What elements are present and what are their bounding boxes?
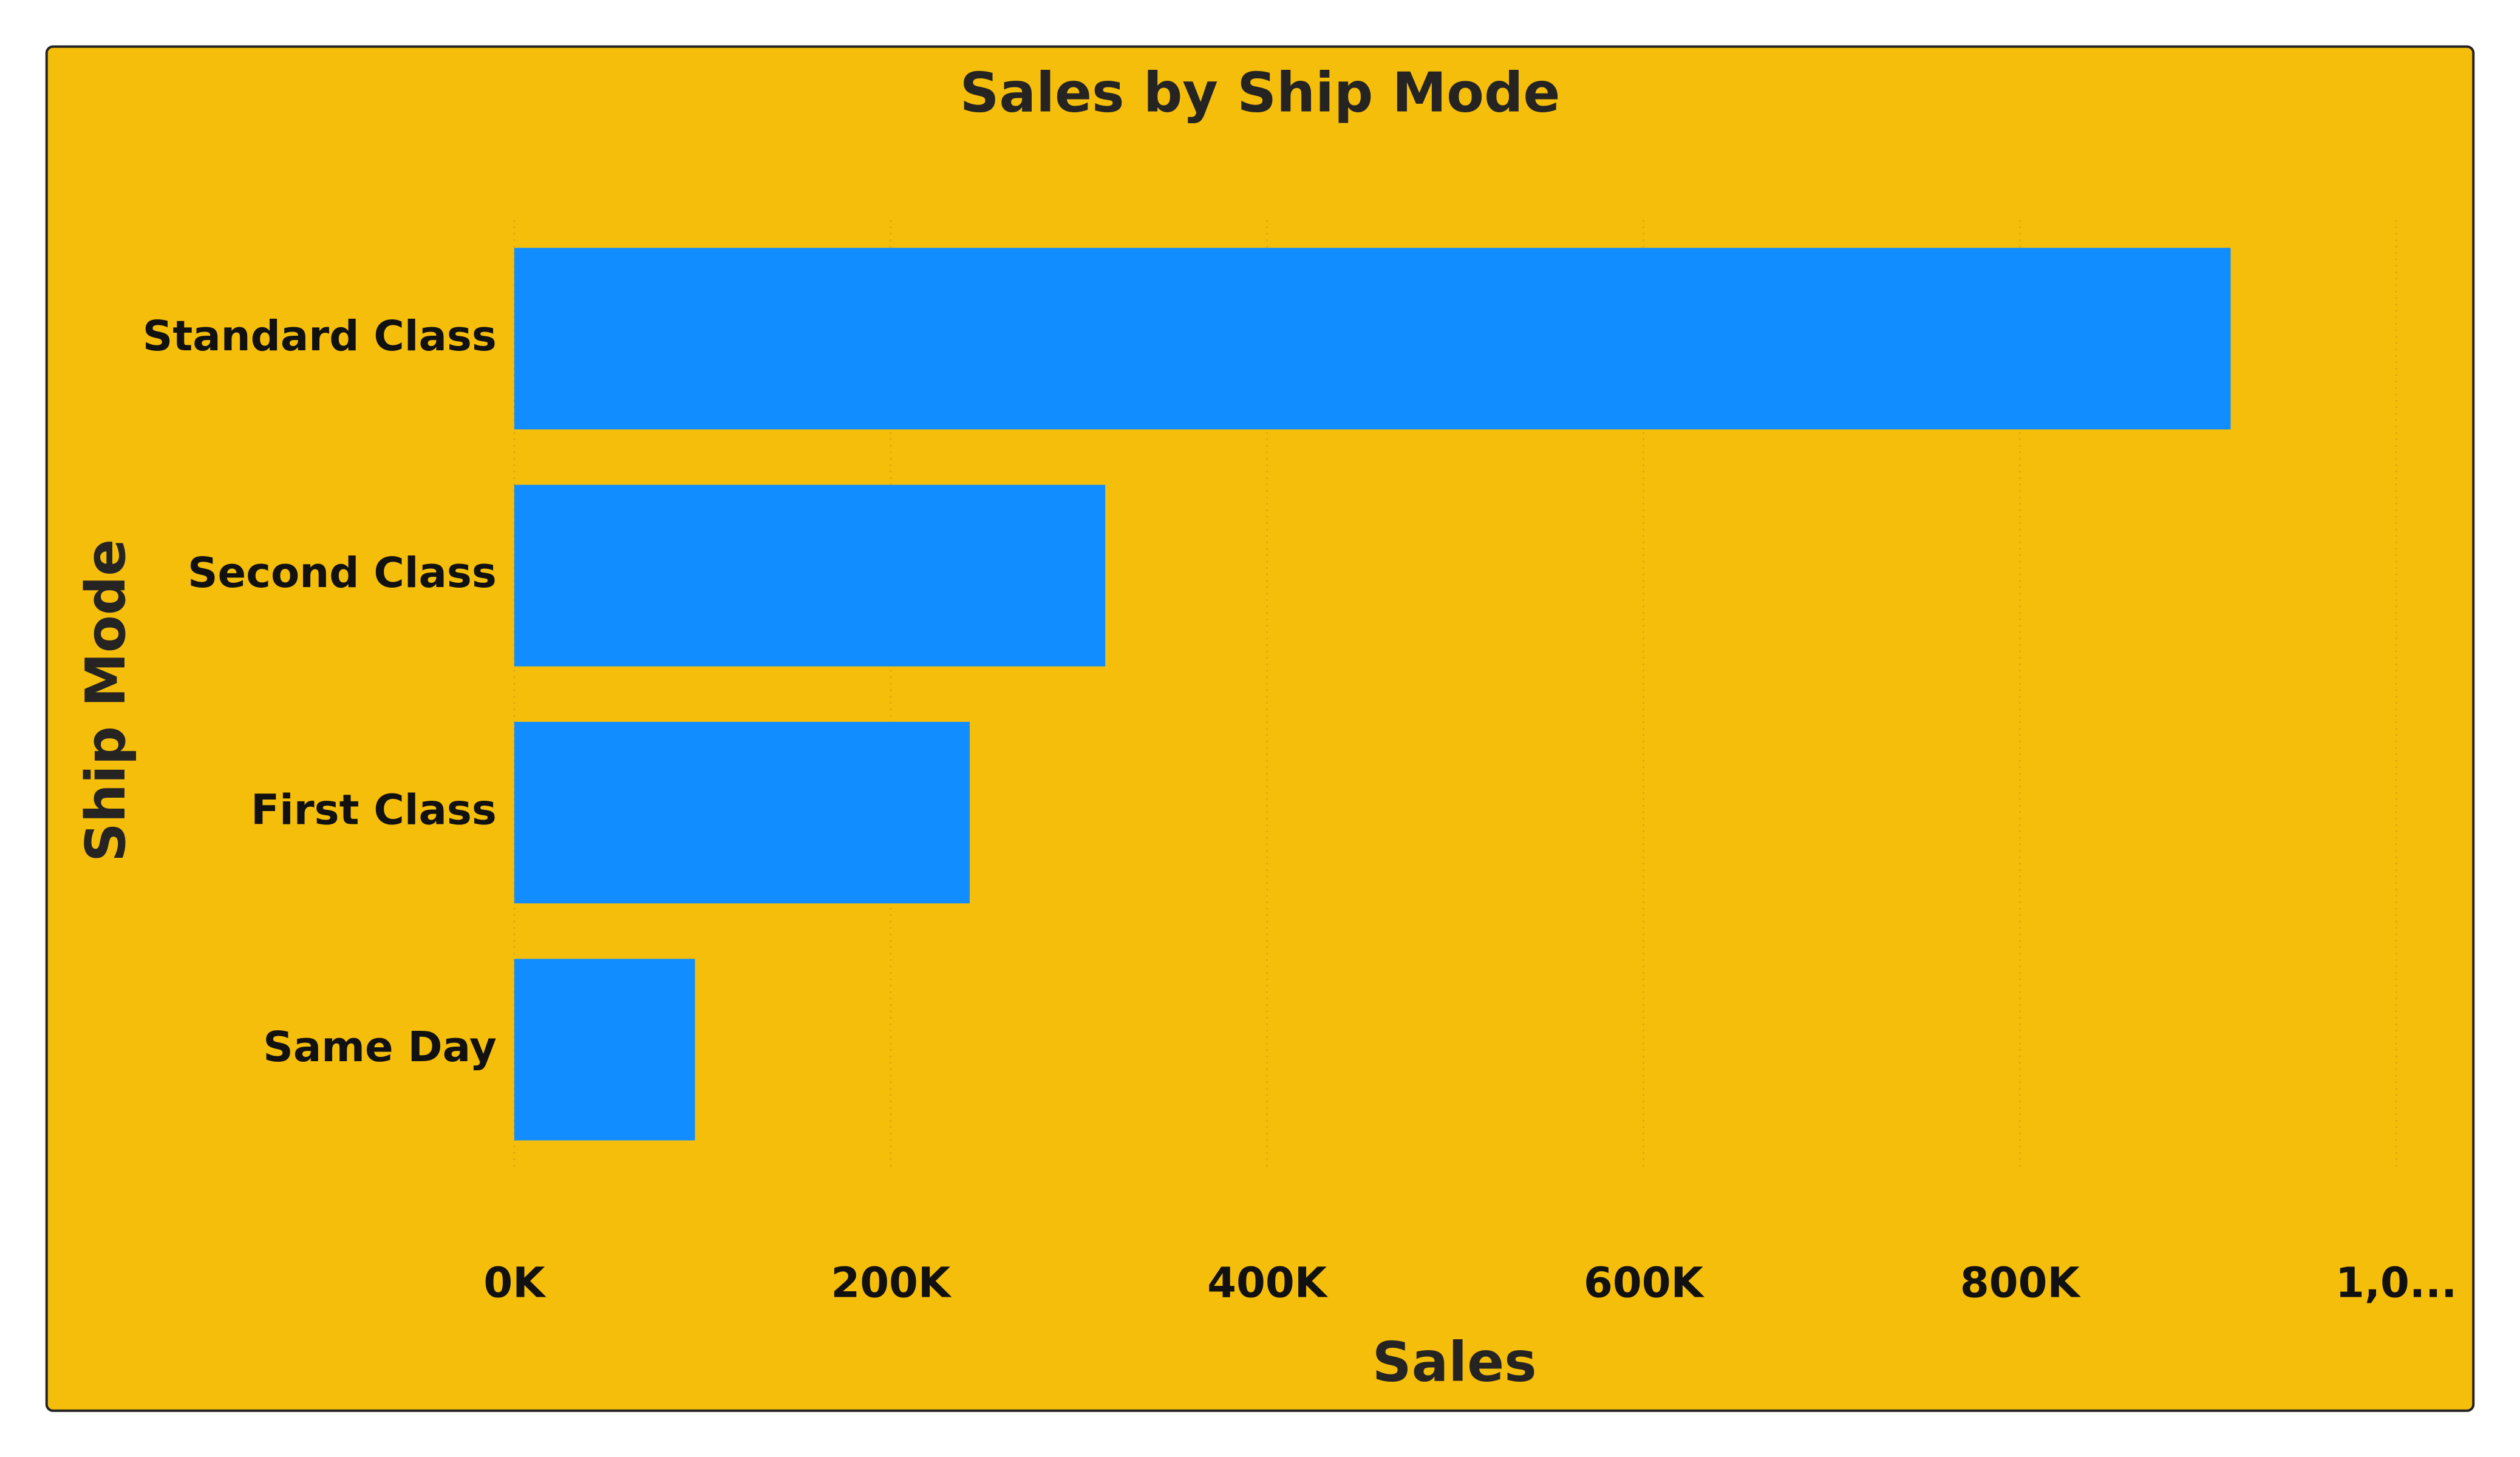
bar — [514, 959, 695, 1141]
x-tick-label: 1,0... — [2335, 1258, 2457, 1307]
y-tick-label: First Class — [251, 786, 497, 835]
x-tick-label: 800K — [1960, 1258, 2082, 1307]
x-axis-title: Sales — [1372, 1331, 1537, 1394]
x-tick-label: 400K — [1207, 1258, 1329, 1307]
y-axis-title: Ship Mode — [74, 539, 138, 862]
x-tick-label: 200K — [831, 1258, 952, 1307]
y-tick-label: Same Day — [263, 1023, 497, 1072]
bar — [514, 722, 970, 904]
x-tick-label: 0K — [483, 1258, 547, 1307]
bar — [514, 484, 1106, 667]
x-tick-label: 600K — [1584, 1258, 1705, 1307]
bar — [514, 248, 2231, 430]
chart-title: Sales by Ship Mode — [960, 61, 1561, 125]
y-tick-label: Second Class — [188, 549, 497, 597]
y-tick-label: Standard Class — [143, 312, 497, 361]
